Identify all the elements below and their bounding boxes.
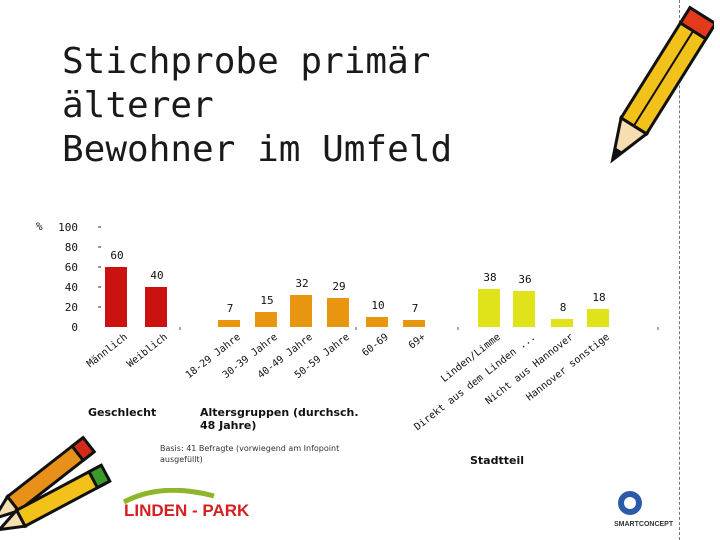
linden-park-logo-text: LINDEN - PARK <box>124 501 250 520</box>
value-label: 38 <box>483 271 496 284</box>
value-label: 60 <box>110 249 123 262</box>
bar <box>587 309 609 327</box>
y-tick-label: 80 <box>65 241 78 254</box>
slide-title: Stichprobe primär älterer Bewohner im Um… <box>62 40 602 172</box>
value-labels: 60 40 7 15 32 29 10 7 38 36 8 18 <box>110 249 605 315</box>
bar <box>255 312 277 327</box>
group-label-stadtteil: Stadtteil <box>470 454 524 467</box>
bar <box>327 298 349 327</box>
bar <box>290 295 312 327</box>
y-tick-label: 0 <box>71 321 78 334</box>
title-line-1: Stichprobe primär älterer <box>62 41 431 126</box>
y-axis-ticks: 0 20 40 60 80 100 <box>58 221 101 334</box>
bar <box>478 289 500 327</box>
smartconcept-logo-text: SMARTCONCEPT <box>614 521 674 528</box>
value-label: 8 <box>560 301 567 314</box>
y-axis-label: % <box>36 220 43 233</box>
linden-park-logo: LINDEN - PARK <box>122 487 267 524</box>
group-label-geschlecht: Geschlecht <box>88 406 157 419</box>
bar <box>403 320 425 327</box>
category-label: Weiblich <box>125 332 170 370</box>
value-label: 7 <box>412 302 419 315</box>
value-label: 36 <box>518 273 531 286</box>
value-label: 15 <box>260 294 273 307</box>
bar <box>551 319 573 327</box>
y-tick-label: 40 <box>65 281 78 294</box>
pencil-clipart-icon <box>610 5 714 164</box>
y-tick-label: 20 <box>65 301 78 314</box>
basis-note: Basis: 41 Befragte (vorwiegend am Infopo… <box>160 444 340 464</box>
category-label: Männlich <box>85 332 130 370</box>
category-label: Linden/Limme <box>439 332 503 385</box>
value-label: 40 <box>150 269 163 282</box>
value-label: 7 <box>227 302 234 315</box>
category-label: 69+ <box>407 332 428 352</box>
group-label-altersgruppen: Altersgruppen (durchsch. 48 Jahre) <box>200 406 359 432</box>
bar <box>105 267 127 327</box>
slide-right-border <box>679 0 720 540</box>
bar <box>366 317 388 327</box>
bars <box>105 267 659 330</box>
bar <box>218 320 240 327</box>
value-label: 10 <box>371 299 384 312</box>
value-label: 32 <box>295 277 308 290</box>
title-line-2: Bewohner im Umfeld <box>62 129 453 170</box>
pencils-clipart-icon <box>0 435 112 532</box>
smartconcept-logo-mark: SMARTCONCEPT <box>614 491 674 528</box>
bar <box>513 291 535 327</box>
y-tick-label: 60 <box>65 261 78 274</box>
value-label: 29 <box>332 280 345 293</box>
y-tick-label: 100 <box>58 221 78 234</box>
category-label: 60-69 <box>360 332 390 359</box>
bar <box>145 287 167 327</box>
linden-park-logo-mark: LINDEN - PARK <box>122 487 250 520</box>
smartconcept-logo: SMARTCONCEPT <box>612 487 682 532</box>
value-label: 18 <box>592 291 605 304</box>
